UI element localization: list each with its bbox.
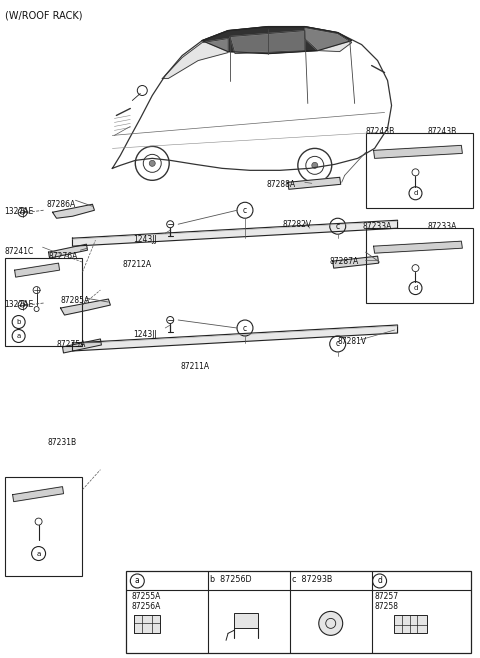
Text: c: c [336,222,340,231]
Polygon shape [373,241,462,253]
Polygon shape [62,339,101,353]
Text: 87258: 87258 [374,603,398,611]
Polygon shape [12,487,63,501]
Text: 87281V: 87281V [338,337,367,346]
Text: c: c [243,206,247,215]
Text: 87257: 87257 [374,592,399,601]
Text: 1327AE: 1327AE [5,300,34,309]
Text: 87243B: 87243B [366,128,395,136]
Bar [5,258,83,346]
Polygon shape [72,220,397,246]
Text: d: d [413,285,418,291]
Text: 1327AE: 1327AE [5,207,34,216]
Bar [234,613,258,628]
Polygon shape [15,263,60,277]
Text: c  87293B: c 87293B [292,576,332,584]
Circle shape [149,161,155,166]
Text: c: c [336,340,340,349]
Text: 87282V: 87282V [283,220,312,229]
Text: 87276A: 87276A [48,252,78,261]
Text: 1243JJ: 1243JJ [133,235,157,244]
Text: 87286A: 87286A [47,200,76,209]
Text: 87285A: 87285A [60,296,90,305]
Text: 87255A: 87255A [132,592,161,601]
Text: 87287A: 87287A [330,257,359,266]
Text: a: a [36,551,41,557]
Polygon shape [288,177,341,190]
Text: 87212A: 87212A [122,260,152,269]
Circle shape [319,611,343,636]
Bar [366,134,473,208]
Text: 87231B: 87231B [48,438,77,447]
Text: d: d [377,576,382,586]
Text: c: c [243,324,247,332]
Text: 87288A: 87288A [267,180,296,190]
Text: b  87256D: b 87256D [210,576,252,584]
Text: a: a [135,576,140,586]
Text: a: a [16,333,21,339]
Text: b: b [16,319,21,325]
Polygon shape [230,31,305,53]
Bar [394,615,428,634]
Polygon shape [202,26,352,53]
Circle shape [312,163,318,168]
Polygon shape [72,325,397,351]
Text: 87275A: 87275A [57,340,86,349]
Text: 1243JJ: 1243JJ [133,330,157,339]
Bar [134,615,160,634]
Text: 87233A: 87233A [363,222,392,231]
Polygon shape [333,256,379,268]
Polygon shape [48,244,87,258]
Text: 87233A: 87233A [428,222,457,231]
Text: 87241C: 87241C [5,247,34,256]
Polygon shape [52,204,95,218]
Text: 87211A: 87211A [180,362,209,371]
Polygon shape [162,39,228,78]
Text: (W/ROOF RACK): (W/ROOF RACK) [5,11,82,20]
Bar [126,572,471,653]
Bar [5,476,83,576]
Text: d: d [413,190,418,196]
Polygon shape [60,299,110,315]
Polygon shape [373,145,462,159]
Text: 87243B: 87243B [428,128,456,136]
Bar [366,228,473,303]
Text: 87256A: 87256A [132,603,161,611]
Polygon shape [305,28,352,51]
